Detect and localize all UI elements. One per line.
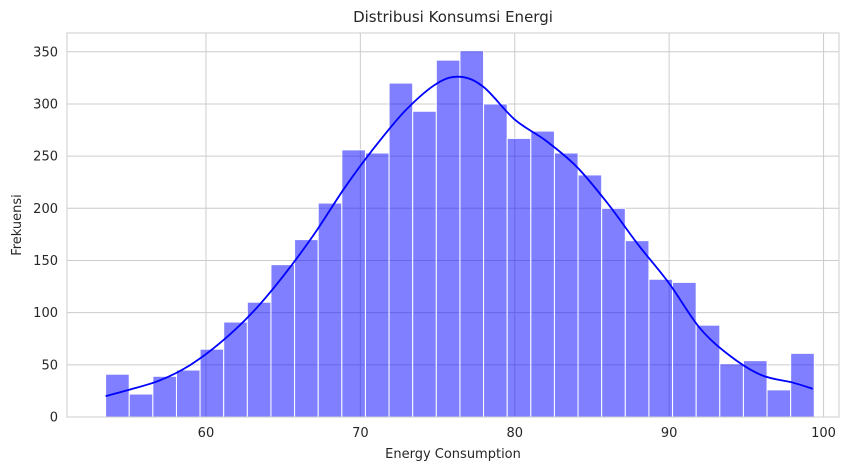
histogram-bar [175,369,201,418]
histogram-bar [435,59,461,418]
y-tick-label: 200 [33,202,58,217]
x-axis-label: Energy Consumption [385,447,521,462]
histogram-bar [483,103,508,418]
histogram-bar [719,363,744,418]
y-tick-label: 300 [33,97,58,112]
histogram-bar [412,110,437,418]
x-tick-label: 100 [811,426,836,441]
chart-title: Distribusi Konsumsi Energi [353,8,553,26]
y-tick-label: 50 [41,358,58,373]
histogram-bar [648,278,674,418]
kde-layer [105,75,814,397]
histogram-bar [341,149,366,418]
kde-curve [105,75,814,397]
histogram-bar [388,82,414,418]
plot-frame [66,32,840,418]
y-tick-label: 150 [33,254,58,269]
x-tick-label: 60 [198,426,215,441]
histogram-bar [459,50,485,418]
y-tick-label: 100 [33,306,58,321]
histogram-bar [695,324,721,418]
histogram-bar [317,202,343,418]
histogram-bar [128,393,154,418]
y-tick-label: 250 [33,150,58,165]
x-tick-label: 80 [506,426,523,441]
histogram-bar [530,130,555,418]
x-tick-layer: 60 70 80 90 100 [198,426,836,441]
histogram-bar [577,174,603,418]
histogram-bar [246,301,272,418]
histogram-bar [364,152,390,418]
histogram-bar [506,137,532,418]
y-tick-label: 350 [33,45,58,60]
y-tick-layer: 0 50 100 150 200 250 300 350 [33,45,58,425]
histogram-bar [624,240,650,418]
x-tick-label: 90 [661,426,678,441]
y-tick-label: 0 [50,411,58,426]
histogram-bar [199,348,225,418]
histogram-bar [742,360,768,418]
histogram-bar [601,207,626,418]
histogram-bar [294,239,319,418]
bar-layer [105,50,815,418]
histogram-bar [672,281,697,418]
histogram-bar [766,389,792,418]
x-tick-label: 70 [352,426,369,441]
y-axis-label: Frekuensi [10,194,25,256]
histogram-bar [553,152,579,418]
